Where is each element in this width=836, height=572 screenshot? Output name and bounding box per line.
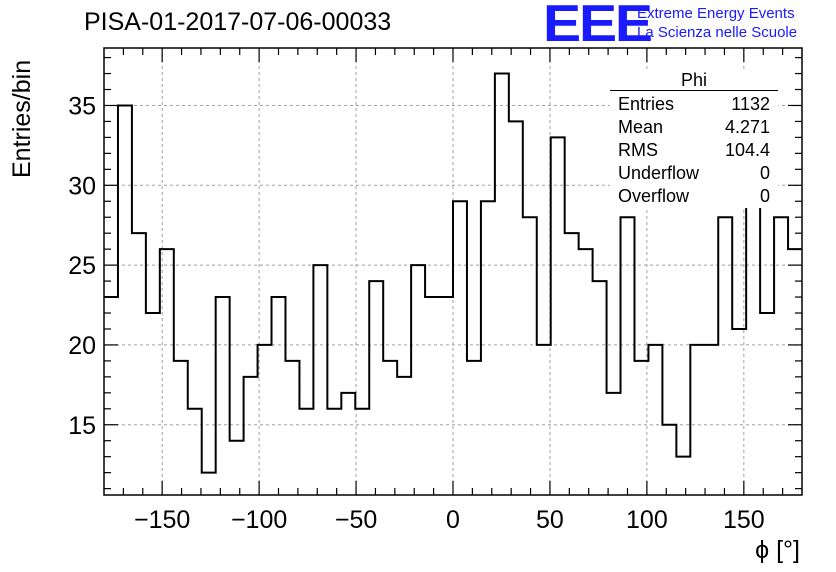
y-tick-label: 25 bbox=[68, 252, 96, 280]
histogram-bin bbox=[621, 217, 635, 495]
histogram-bin bbox=[662, 425, 676, 495]
stats-value: 0 bbox=[759, 163, 770, 183]
histogram-outline bbox=[104, 72, 802, 474]
stats-label: RMS bbox=[618, 140, 658, 160]
histogram-bin bbox=[160, 249, 174, 495]
histogram-bin bbox=[313, 265, 327, 495]
stats-label: Entries bbox=[618, 94, 675, 114]
histogram-bin bbox=[272, 297, 286, 495]
histogram-bin bbox=[258, 345, 272, 495]
histogram-bin bbox=[593, 281, 607, 495]
histogram-bin bbox=[509, 121, 523, 495]
stats-value: 104.4 bbox=[724, 140, 770, 160]
histogram-bin bbox=[230, 441, 244, 495]
histogram-bin bbox=[495, 74, 509, 495]
histogram-bin bbox=[174, 361, 188, 495]
stats-label: Mean bbox=[618, 117, 664, 137]
stats-value: 0 bbox=[759, 186, 770, 206]
histogram-bin bbox=[481, 201, 495, 495]
eee-logo: EEE bbox=[543, 0, 653, 53]
histogram-bin bbox=[760, 313, 774, 495]
x-tick-label: −100 bbox=[231, 506, 287, 534]
histogram-bin bbox=[132, 233, 146, 495]
stats-box: Phi Entries 1132 Mean 4.271 RMS 104.4 Under… bbox=[610, 70, 778, 208]
histogram-bin bbox=[216, 297, 230, 495]
histogram-bin bbox=[146, 313, 160, 495]
run-title: PISA-01-2017-07-06-00033 bbox=[84, 8, 392, 36]
histogram-bin bbox=[369, 281, 383, 495]
histogram-bin bbox=[634, 361, 648, 495]
histogram-bin bbox=[118, 105, 132, 495]
histogram-bin bbox=[690, 345, 704, 495]
x-tick-label: 150 bbox=[723, 506, 765, 534]
x-tick-label: 50 bbox=[536, 506, 564, 534]
x-tick-label: 0 bbox=[446, 506, 460, 534]
histogram-bin bbox=[299, 409, 313, 495]
stats-row-underflow: Underflow 0 bbox=[610, 162, 778, 185]
tick-labels: −150 −100 −50 0 50 100 150 15 20 25 30 35 bbox=[68, 92, 765, 534]
histogram-bin bbox=[788, 249, 802, 495]
histogram-bin bbox=[732, 329, 746, 495]
histogram-bin bbox=[104, 297, 118, 495]
histogram-bin bbox=[244, 377, 258, 495]
y-axis-label: Entries/bin bbox=[8, 60, 36, 178]
histogram-bars bbox=[104, 72, 802, 495]
stats-label: Underflow bbox=[618, 163, 700, 183]
histogram-bin bbox=[383, 361, 397, 495]
histogram-bin bbox=[425, 297, 439, 495]
histogram-bin bbox=[467, 361, 481, 495]
stats-row-rms: RMS 104.4 bbox=[610, 139, 778, 162]
histogram-bin bbox=[537, 345, 551, 495]
histogram-bin bbox=[523, 217, 537, 495]
y-tick-label: 20 bbox=[68, 332, 96, 360]
histogram-bin bbox=[341, 393, 355, 495]
histogram-bin bbox=[676, 457, 690, 495]
stats-value: 4.271 bbox=[724, 117, 770, 137]
histogram-bin bbox=[439, 297, 453, 495]
stats-row-mean: Mean 4.271 bbox=[610, 116, 778, 139]
histogram-bin bbox=[718, 217, 732, 495]
histogram-bin bbox=[355, 409, 369, 495]
x-tick-label: −50 bbox=[335, 506, 377, 534]
stats-value: 1132 bbox=[731, 94, 770, 114]
histogram-bin bbox=[397, 377, 411, 495]
histogram-bin bbox=[565, 233, 579, 495]
x-tick-label: −150 bbox=[134, 506, 190, 534]
stats-row-overflow: Overflow 0 bbox=[610, 185, 778, 208]
histogram-bin bbox=[648, 345, 662, 495]
stats-box-name: Phi bbox=[610, 70, 778, 91]
y-tick-label: 30 bbox=[68, 172, 96, 200]
histogram-bin bbox=[607, 393, 621, 495]
histogram-bin bbox=[551, 137, 565, 495]
x-tick-label: 100 bbox=[626, 506, 668, 534]
y-tick-label: 15 bbox=[68, 412, 96, 440]
brand-line-2: La Scienza nelle Scuole bbox=[637, 24, 798, 41]
histogram-bin bbox=[188, 409, 202, 495]
axis-ticks bbox=[104, 48, 802, 495]
histogram-bin bbox=[202, 473, 216, 495]
stats-row-entries: Entries 1132 bbox=[610, 93, 778, 116]
histogram-bin bbox=[411, 265, 425, 495]
histogram-bin bbox=[327, 409, 341, 495]
histogram-bin bbox=[285, 361, 299, 495]
y-tick-label: 35 bbox=[68, 92, 96, 120]
histogram-bin bbox=[774, 217, 788, 495]
stats-label: Overflow bbox=[618, 186, 690, 206]
histogram-bin bbox=[704, 345, 718, 495]
brand-line-1: Extreme Energy Events bbox=[637, 5, 795, 22]
histogram-bin bbox=[579, 249, 593, 495]
x-axis-label: ϕ [°] bbox=[755, 536, 800, 564]
histogram-bin bbox=[453, 201, 467, 495]
